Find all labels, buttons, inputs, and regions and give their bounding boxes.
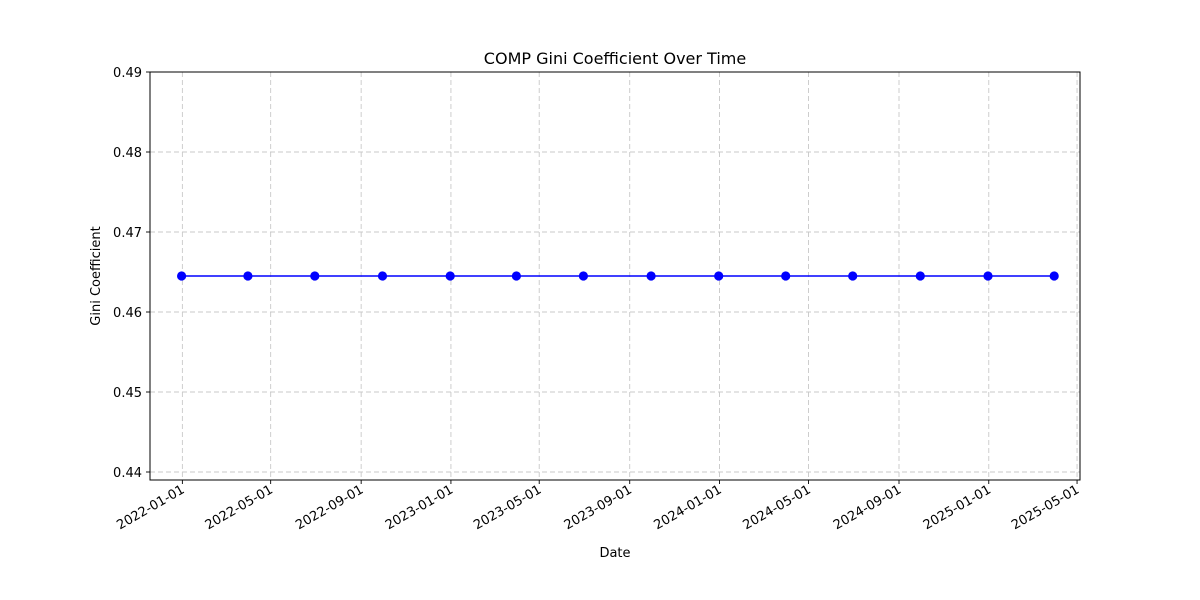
data-point [646,271,656,281]
x-tick-label: 2022-09-01 [293,482,366,533]
x-tick-label: 2025-01-01 [921,482,994,533]
x-tick-label: 2023-09-01 [562,482,635,533]
x-tick-label: 2024-09-01 [831,482,904,533]
data-point [714,271,724,281]
x-tick-label: 2023-05-01 [471,482,544,533]
data-point [377,271,388,281]
data-point [511,271,521,281]
data-point [445,271,455,281]
x-tick-label: 2022-01-01 [114,482,187,533]
y-tick-label: 0.45 [113,386,142,401]
data-point [310,271,320,281]
x-tick-label: 2024-01-01 [652,482,725,533]
x-axis: 2022-01-01 2022-05-01 2022-09-01 2023-01-01… [114,480,1082,533]
data-point [983,271,993,281]
data-point [1049,271,1059,281]
x-axis-label: Date [599,546,630,561]
chart-title: COMP Gini Coefficient Over Time [484,49,746,68]
plot-area [177,271,1059,281]
plot-frame [149,71,1081,481]
y-tick-label: 0.48 [113,146,142,161]
data-point [177,271,187,281]
data-point [915,271,925,281]
y-axis: 0.44 0.45 0.46 0.47 0.48 0.49 [113,66,150,481]
data-point [578,271,589,281]
x-tick-label: 2022-05-01 [203,482,276,533]
x-tick-label: 2025-05-01 [1009,482,1082,533]
x-tick-label: 2024-05-01 [741,482,814,533]
y-tick-label: 0.46 [113,306,142,321]
y-tick-label: 0.44 [113,466,142,481]
y-tick-label: 0.49 [113,66,142,81]
y-tick-label: 0.47 [113,226,142,241]
data-point [848,271,858,281]
y-axis-label: Gini Coefficient [89,226,104,325]
data-point [243,271,253,281]
data-point [781,271,791,281]
x-tick-label: 2023-01-01 [383,482,456,533]
